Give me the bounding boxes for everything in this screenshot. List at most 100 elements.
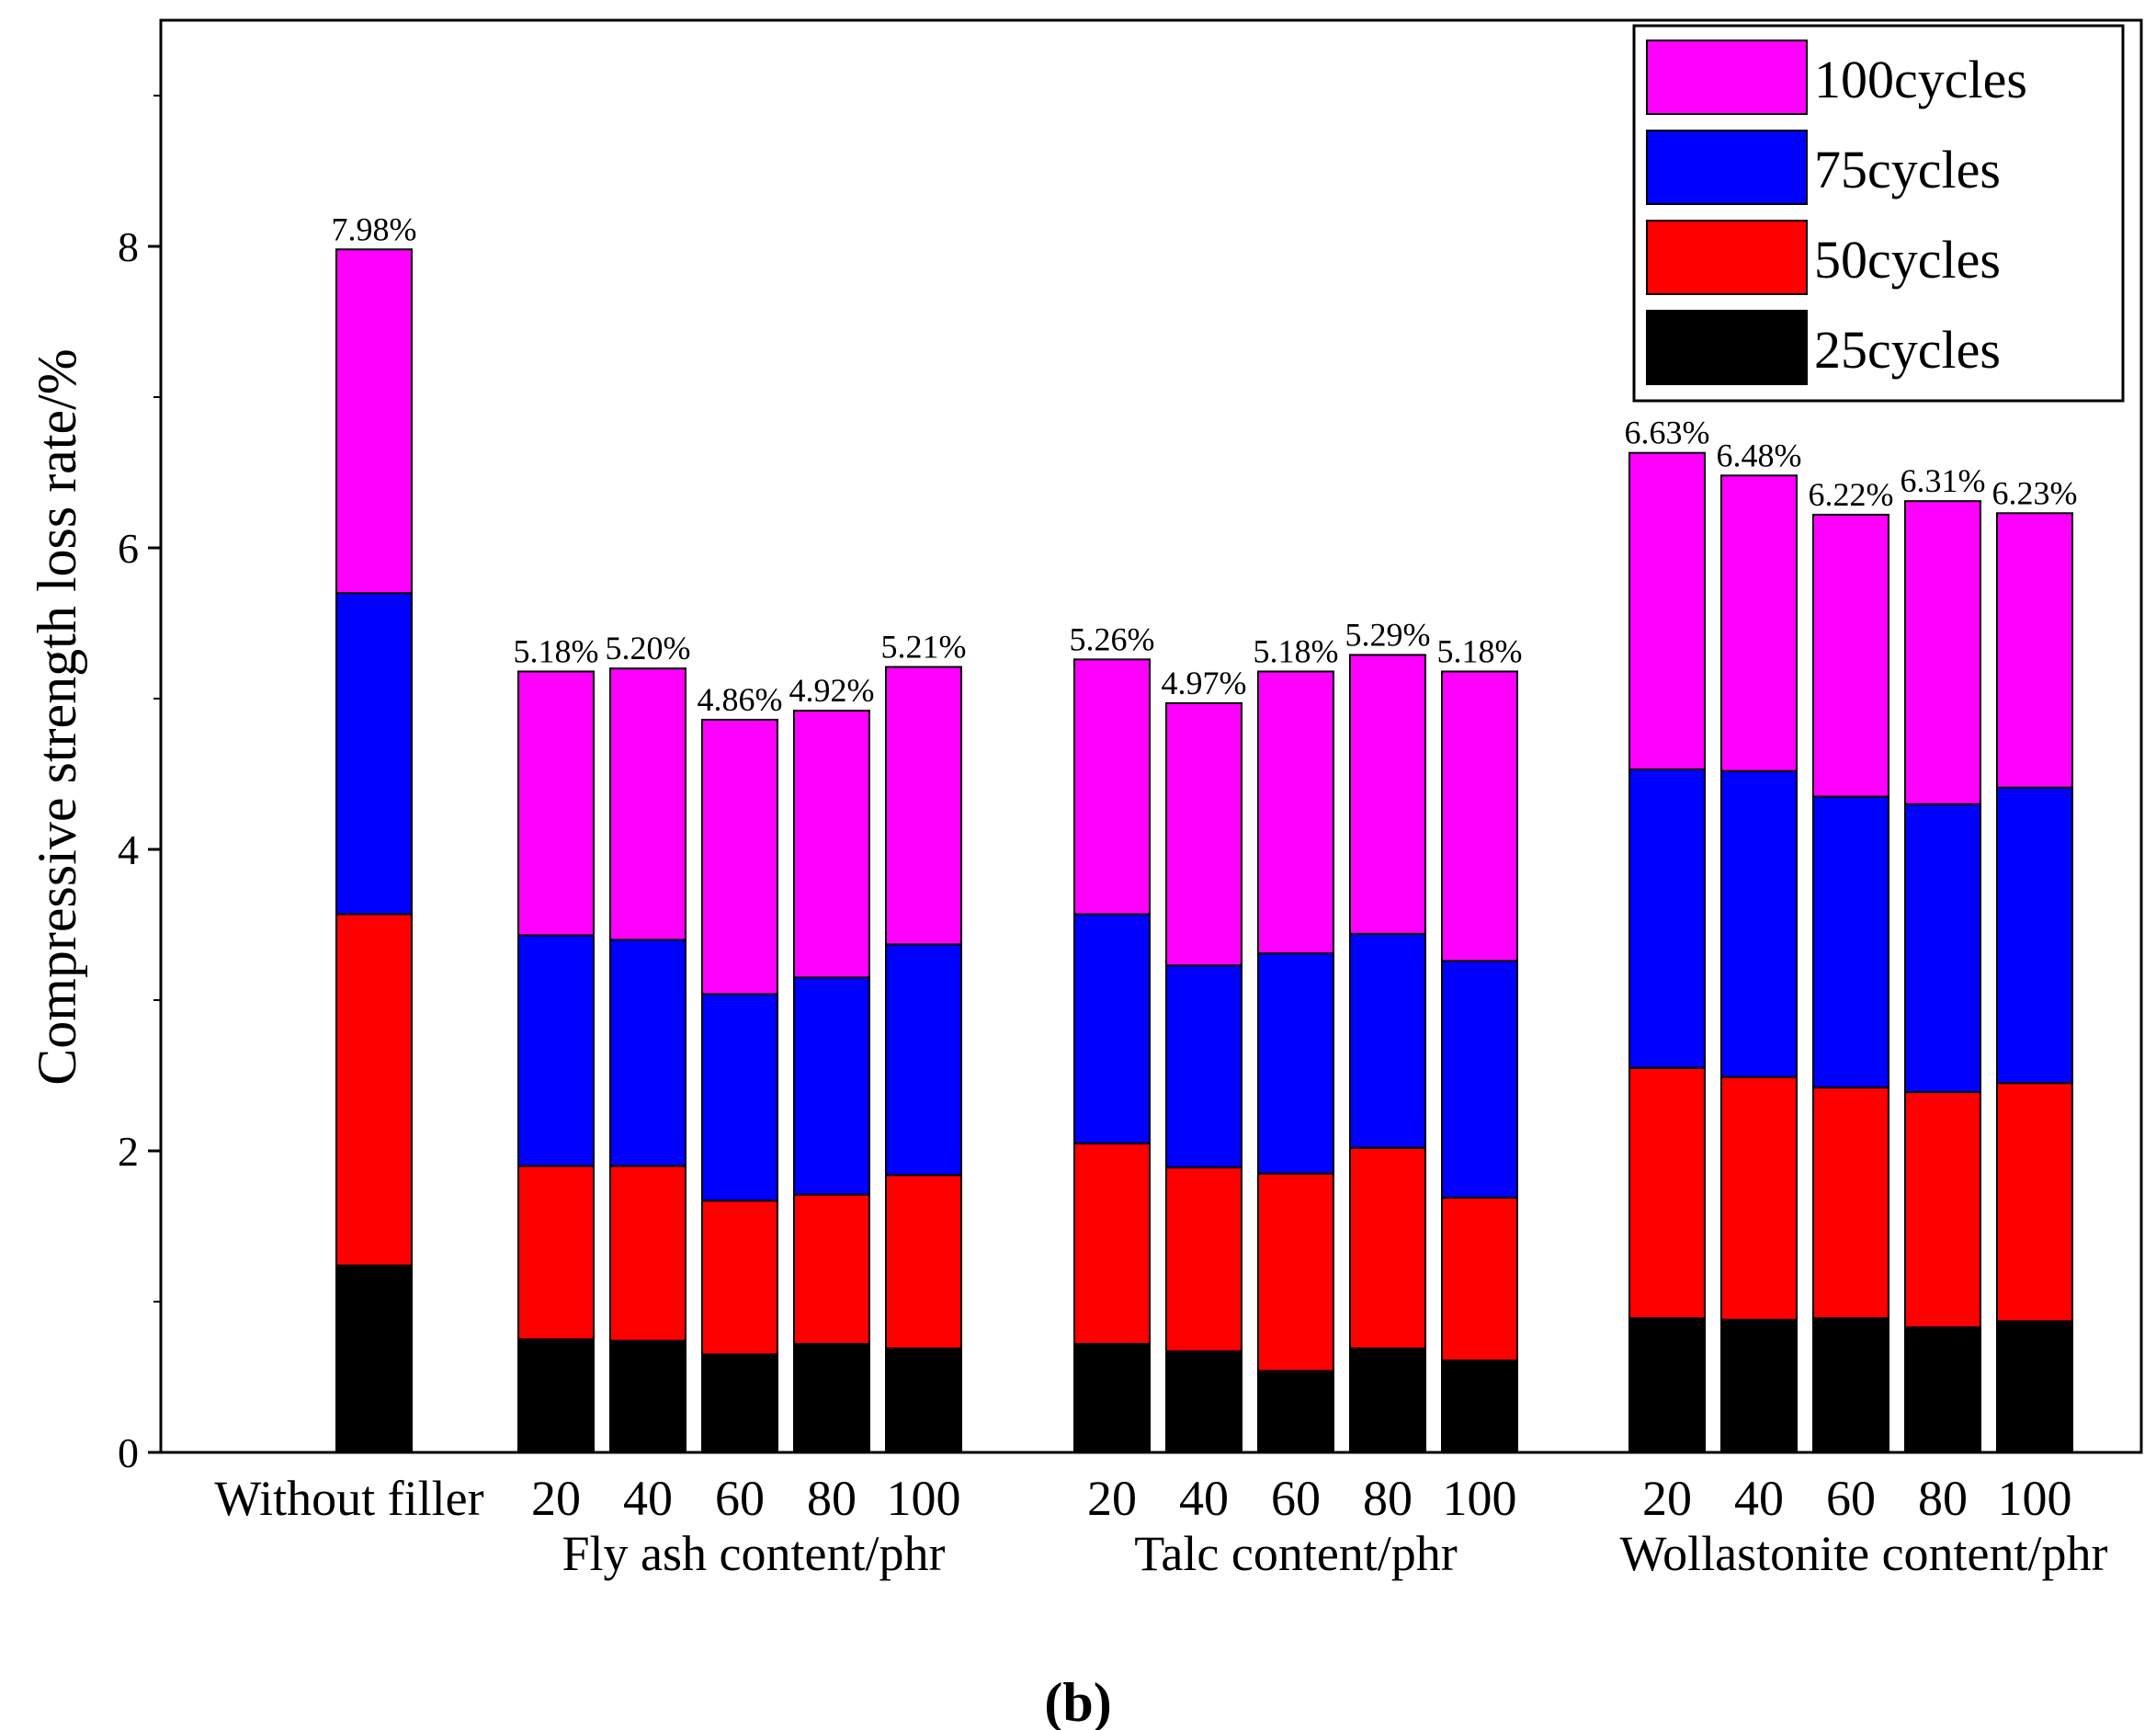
y-axis-title: Compressive strength loss rate/% [27, 348, 87, 1086]
bar-segment-100cycles [1165, 701, 1243, 967]
bar-segment-100cycles [1720, 474, 1798, 772]
x-tick-label: 60 [715, 1471, 765, 1526]
bar-segment-100cycles [517, 670, 595, 937]
x-tick-label: 60 [1271, 1471, 1321, 1526]
y-tick-label: 0 [118, 1429, 139, 1476]
bar-total-label: 5.29% [1345, 616, 1431, 653]
bar-segment-50cycles [1257, 1172, 1334, 1372]
legend-label: 100cycles [1814, 50, 2027, 109]
bar-segment-75cycles [609, 939, 687, 1167]
bar-segment-75cycles [701, 993, 778, 1202]
bar-total-label: 4.97% [1162, 665, 1247, 701]
bar-segment-100cycles [1257, 670, 1334, 955]
bar-segment-25cycles [1165, 1350, 1243, 1453]
bar-segment-25cycles [1720, 1318, 1798, 1454]
bar-segment-25cycles [1257, 1370, 1334, 1453]
bar-segment-75cycles [793, 976, 870, 1196]
legend-label: 25cycles [1814, 320, 2001, 380]
bar-segment-25cycles [1349, 1347, 1426, 1453]
bar-segment-100cycles [1073, 658, 1151, 916]
bar-total-label: 6.23% [1992, 474, 2078, 511]
bar-segment-75cycles [1073, 913, 1151, 1144]
bar-segment-25cycles [1073, 1342, 1151, 1454]
bar-segment-50cycles [1165, 1167, 1243, 1353]
bar-segment-50cycles [701, 1200, 778, 1356]
bar-segment-50cycles [517, 1165, 595, 1341]
x-tick-label: 20 [1642, 1471, 1692, 1526]
bar-total-label: 6.48% [1717, 437, 1802, 473]
x-tick-label: 80 [1918, 1471, 1968, 1526]
bar-segment-100cycles [1904, 500, 1981, 805]
x-tick-label: 20 [1087, 1471, 1137, 1526]
x-tick-label: 40 [623, 1471, 673, 1526]
bar-total-label: 4.86% [698, 681, 783, 718]
bar-segment-50cycles [885, 1174, 962, 1349]
bar-segment-75cycles [1165, 964, 1243, 1169]
x-tick-label: 40 [1179, 1471, 1229, 1526]
y-tick-label: 6 [118, 525, 139, 572]
y-tick-label: 8 [118, 223, 139, 270]
group-label: Wollastonite content/phr [1619, 1526, 2107, 1581]
bar-total-label: 5.26% [1070, 620, 1155, 657]
bar-total-label: 6.22% [1809, 476, 1894, 513]
bar-segment-25cycles [793, 1342, 870, 1454]
bar-segment-50cycles [1904, 1091, 1981, 1328]
bar-segment-75cycles [1996, 786, 2073, 1085]
bar-segment-100cycles [885, 666, 962, 946]
bar-segment-75cycles [1628, 768, 1706, 1069]
bar-segment-100cycles [609, 667, 687, 941]
axis-layer: 0 2 4 6 8 [118, 95, 161, 1476]
caption-open: ( [1044, 1672, 1062, 1730]
x-tick-label: 80 [1363, 1471, 1413, 1526]
legend-label: 50cycles [1814, 230, 2001, 290]
bar-segment-75cycles [1257, 952, 1334, 1175]
bar-segment-100cycles [1812, 513, 1889, 798]
bar-segment-25cycles [885, 1347, 962, 1453]
bar-segment-75cycles [885, 943, 962, 1177]
bar-segment-100cycles [1996, 512, 2073, 789]
bar-segment-100cycles [1628, 451, 1706, 771]
x-tick-label: Without filler [214, 1471, 483, 1526]
caption-letter: b [1062, 1672, 1093, 1730]
bar-segment-25cycles [1996, 1320, 2073, 1453]
bars-layer [335, 248, 2073, 1454]
bar-segment-75cycles [1441, 960, 1518, 1199]
bar-segment-25cycles [701, 1353, 778, 1454]
bar-total-label: 4.92% [789, 672, 875, 709]
bar-total-label: 5.20% [606, 630, 691, 666]
bar-segment-50cycles [1441, 1196, 1518, 1361]
x-tick-label: 20 [531, 1471, 581, 1526]
bar-segment-50cycles [609, 1165, 687, 1342]
legend-swatch-25cycles [1646, 310, 1808, 385]
x-tick-label: 60 [1826, 1471, 1876, 1526]
bar-segment-50cycles [1720, 1076, 1798, 1321]
x-tick-label: 100 [1998, 1471, 2072, 1526]
bar-segment-25cycles [517, 1338, 595, 1453]
bar-total-label: 5.21% [881, 629, 967, 666]
x-tick-label: 100 [1443, 1471, 1517, 1526]
bar-total-label: 6.63% [1625, 415, 1710, 451]
bar-segment-50cycles [1073, 1142, 1151, 1345]
y-tick-label: 4 [118, 826, 139, 873]
bar-segment-100cycles [701, 718, 778, 996]
bar-total-label: 6.31% [1901, 462, 1986, 499]
labels-layer: 7.98% Without filler 5.18% 20 5.20% 40 4.86% 60… [214, 211, 2107, 1581]
bar-total-label: 5.18% [514, 632, 599, 669]
caption-close: ) [1094, 1672, 1112, 1730]
bar-segment-50cycles [1812, 1087, 1889, 1320]
legend-label: 75cycles [1814, 140, 2001, 199]
bar-segment-100cycles [335, 248, 413, 595]
bar-segment-50cycles [335, 913, 413, 1267]
bar-segment-50cycles [1349, 1146, 1426, 1349]
bar-segment-75cycles [1812, 795, 1889, 1089]
plot-area [159, 18, 2143, 1454]
bar-segment-100cycles [1441, 670, 1518, 962]
bar-segment-75cycles [1720, 769, 1798, 1078]
bar-segment-100cycles [1349, 654, 1426, 935]
bar-segment-25cycles [1441, 1359, 1518, 1453]
x-tick-label: 100 [887, 1471, 961, 1526]
bar-segment-25cycles [1628, 1317, 1706, 1454]
bar-total-label: 7.98% [332, 211, 417, 247]
